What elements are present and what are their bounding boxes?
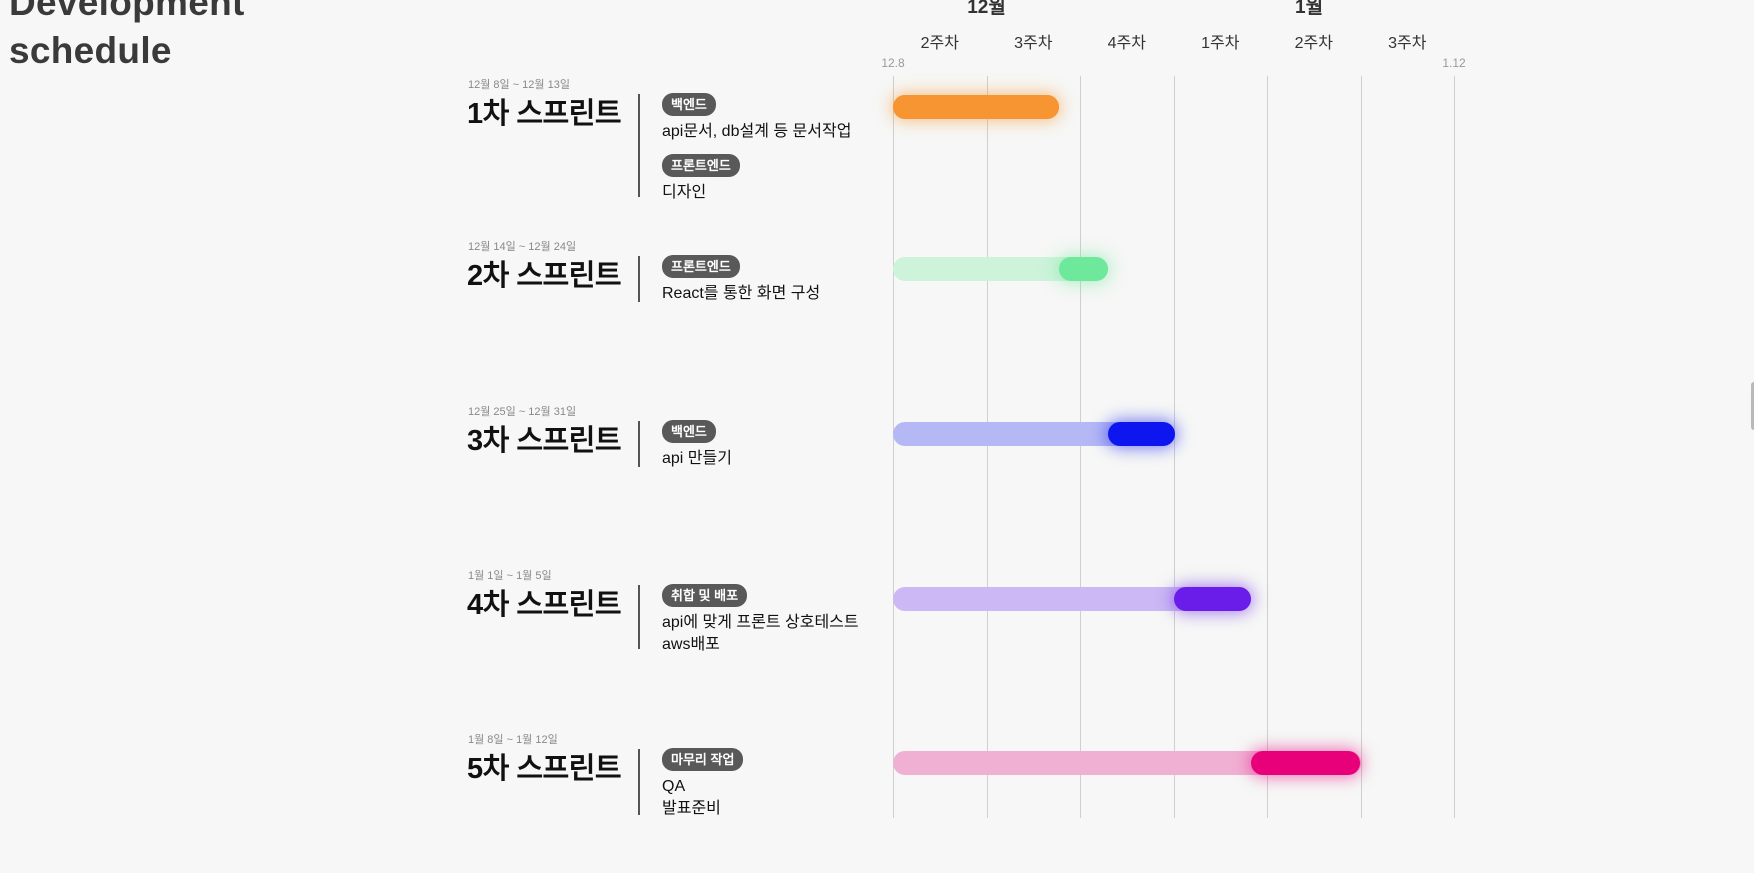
sprint-active-bar [1059,257,1109,281]
gridline [1360,76,1362,818]
week-label: 4주차 [1107,35,1146,52]
gridline [1267,76,1268,818]
page-title-line1: Development [9,0,245,23]
month-label: 1월 [1295,0,1324,18]
sprint-divider [638,421,640,467]
page-title-line2: schedule [9,30,172,71]
sprint-active-bar [1251,751,1361,775]
week-label: 2주차 [920,35,959,52]
task-tag: 백엔드 [662,93,716,116]
task-tag: 프론트엔드 [662,154,740,177]
sprint-title: 3차 스프린트 [467,425,622,457]
sprint-date-range: 1월 1일 ~ 1월 5일 [468,570,552,582]
gridline [1173,76,1175,818]
axis-start-date: 12.8 [881,56,905,70]
sprint-title: 5차 스프린트 [467,753,622,785]
week-label: 2주차 [1294,35,1333,52]
month-label: 12월 [967,0,1006,18]
gridline [893,76,894,818]
task-tag: 취합 및 배포 [662,584,748,607]
task-tag: 프론트엔드 [662,255,740,278]
scrollbar-thumb[interactable] [1751,382,1754,430]
week-label: 3주차 [1388,35,1427,52]
gridline [986,76,988,818]
week-label: 1주차 [1201,35,1240,52]
sprint-date-range: 12월 25일 ~ 12월 31일 [468,406,577,418]
task: 백엔드 api 만들기 [662,420,732,470]
gridline [1454,76,1455,818]
sprint-title: 2차 스프린트 [467,260,622,292]
task: 프론트엔드 React를 통한 화면 구성 [662,255,820,305]
sprint-title: 4차 스프린트 [467,589,622,621]
task-description: aws배포 [662,636,720,653]
task: 취합 및 배포 api에 맞게 프론트 상호테스트 aws배포 [662,584,859,656]
sprint-date-range: 1월 8일 ~ 1월 12일 [468,734,558,746]
task-tag: 마무리 작업 [662,748,744,771]
sprint-divider [638,585,640,649]
task-description: api 만들기 [662,450,732,467]
sprint-divider [638,749,640,815]
task-description: api에 맞게 프론트 상호테스트 [662,614,859,631]
sprint-active-bar [893,95,1060,119]
task-description: React를 통한 화면 구성 [662,285,821,302]
task-description: 디자인 [662,184,707,201]
task-description: 발표준비 [662,800,721,817]
sprint-title: 1차 스프린트 [467,98,622,130]
task-tag: 백엔드 [662,420,716,443]
page-title: Development schedule [9,0,245,75]
task: 마무리 작업 QA 발표준비 [662,748,744,820]
sprint-divider [638,94,640,197]
task: 백엔드 api문서, db설계 등 문서작업 [662,93,851,143]
sprint-date-range: 12월 14일 ~ 12월 24일 [468,241,577,253]
sprint-active-bar [1173,587,1252,611]
axis-end-date: 1.12 [1442,56,1466,70]
sprint-date-range: 12월 8일 ~ 12월 13일 [468,79,570,91]
sprint-divider [638,256,640,302]
task-description: api문서, db설계 등 문서작업 [662,123,852,140]
task-description: QA [662,778,686,795]
gridline [1080,76,1081,818]
week-label: 3주차 [1014,35,1053,52]
sprint-active-bar [1108,422,1176,446]
